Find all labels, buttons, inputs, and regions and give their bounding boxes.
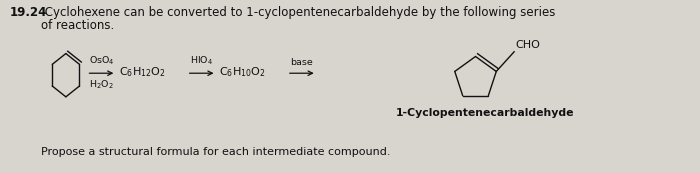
Text: Cyclohexene can be converted to 1-cyclopentenecarbaldehyde by the following seri: Cyclohexene can be converted to 1-cyclop… — [41, 6, 555, 19]
Text: C$_6$H$_{12}$O$_2$: C$_6$H$_{12}$O$_2$ — [119, 65, 166, 79]
Text: of reactions.: of reactions. — [41, 19, 114, 32]
Text: 1-Cyclopentenecarbaldehyde: 1-Cyclopentenecarbaldehyde — [396, 108, 575, 118]
Text: 19.24: 19.24 — [9, 6, 47, 19]
Text: C$_6$H$_{10}$O$_2$: C$_6$H$_{10}$O$_2$ — [220, 65, 266, 79]
Text: HIO$_4$: HIO$_4$ — [190, 55, 214, 67]
Text: H$_2$O$_2$: H$_2$O$_2$ — [89, 78, 114, 91]
Text: CHO: CHO — [515, 40, 540, 50]
Text: Propose a structural formula for each intermediate compound.: Propose a structural formula for each in… — [41, 147, 391, 157]
Text: OsO$_4$: OsO$_4$ — [88, 55, 114, 67]
Text: base: base — [290, 58, 313, 67]
